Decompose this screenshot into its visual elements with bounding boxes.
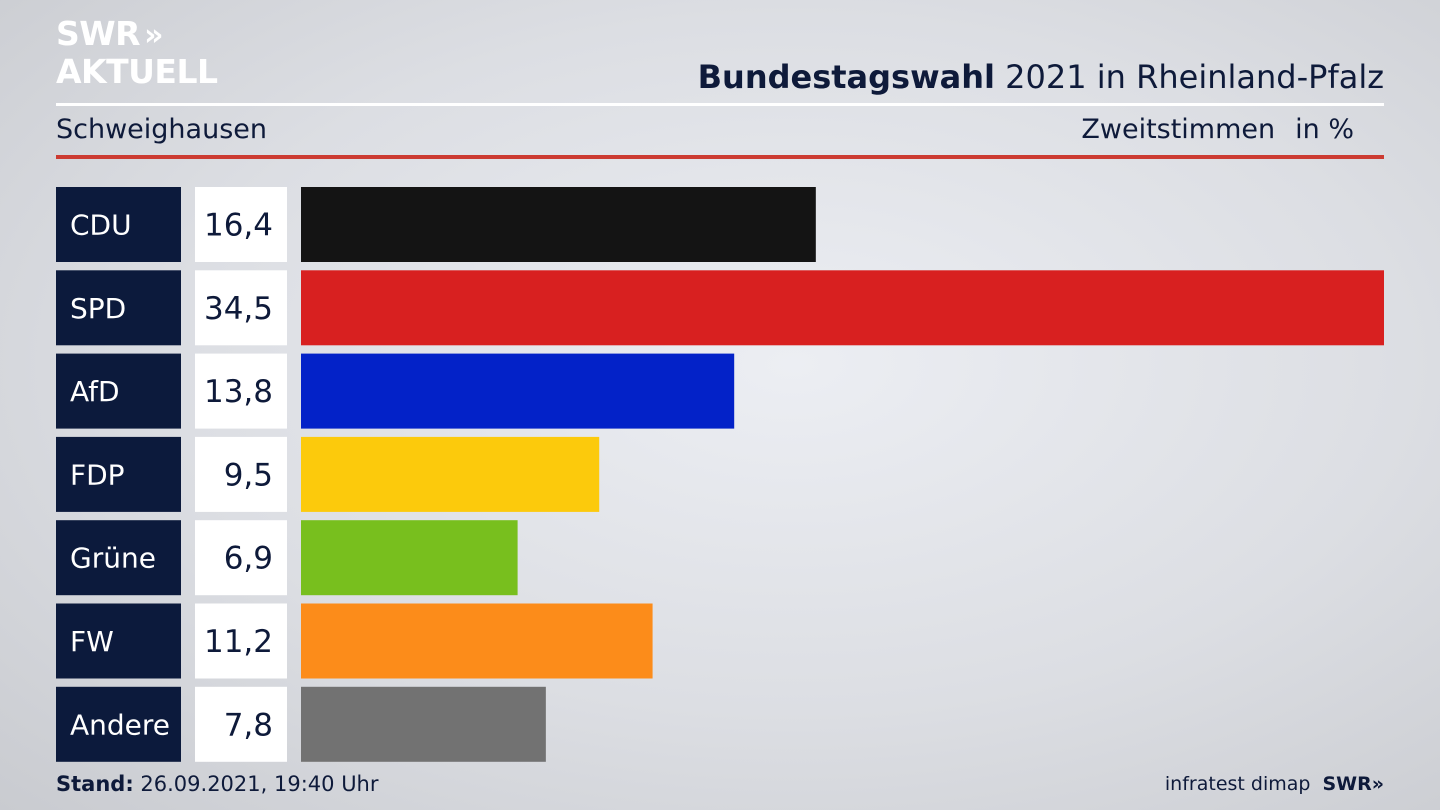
measure-text: Zweitstimmen — [1081, 114, 1276, 145]
swr-aktuell-logo: SWR» AKTUELL — [56, 16, 218, 90]
bar-row-cdu: CDU 16,4 — [56, 187, 816, 262]
stand-value: 26.09.2021, 19:40 Uhr — [140, 772, 379, 796]
bar-spd — [301, 270, 1384, 346]
party-label-box — [56, 520, 181, 596]
party-label: FDP — [70, 458, 125, 491]
bar-afd — [301, 353, 735, 429]
logo-line-aktuell: AKTUELL — [56, 52, 218, 91]
party-label-box — [56, 270, 181, 346]
bar-cdu — [301, 187, 816, 262]
value-label: 13,8 — [204, 374, 273, 410]
bar-fdp — [301, 436, 600, 512]
bar-row-andere: Andere 7,8 — [56, 686, 546, 762]
value-box — [195, 603, 287, 679]
bar-row-fw: FW 11,2 — [56, 603, 653, 679]
timestamp: Stand: 26.09.2021, 19:40 Uhr — [56, 772, 379, 796]
bar-row-fdp: FDP 9,5 — [56, 436, 600, 512]
value-box — [195, 436, 287, 512]
bar-andere — [301, 686, 546, 762]
source-credit: infratest dimap SWR» — [1165, 773, 1384, 795]
source-text: infratest dimap — [1164, 773, 1311, 795]
party-label-box — [56, 436, 181, 512]
title-rest: 2021 in Rheinland-Pfalz — [1005, 58, 1384, 96]
party-label-box — [56, 686, 181, 762]
measure-label: Zweitstimmen in % — [1081, 114, 1354, 145]
chart-title: Bundestagswahl 2021 in Rheinland-Pfalz — [698, 58, 1384, 96]
value-label: 11,2 — [204, 624, 273, 660]
party-label-box — [56, 353, 181, 429]
party-label: AfD — [70, 375, 120, 408]
header-divider — [56, 103, 1384, 106]
party-label: SPD — [70, 292, 126, 325]
bar-row-spd: SPD 34,5 — [56, 270, 1384, 346]
party-label: Andere — [70, 708, 170, 741]
value-label: 9,5 — [224, 457, 273, 493]
party-label: Grüne — [70, 542, 156, 575]
value-box — [195, 353, 287, 429]
value-label: 7,8 — [224, 707, 273, 743]
accent-divider — [56, 155, 1384, 159]
value-label: 16,4 — [204, 208, 273, 244]
bar-gr-ne — [301, 520, 518, 596]
value-label: 34,5 — [204, 291, 273, 327]
value-box — [195, 686, 287, 762]
party-label: CDU — [70, 209, 132, 242]
party-label-box — [56, 187, 181, 262]
title-bold: Bundestagswahl — [697, 58, 995, 96]
stand-label: Stand: — [56, 772, 134, 796]
unit-text: in % — [1295, 114, 1354, 145]
value-label: 6,9 — [224, 541, 273, 577]
value-box — [195, 187, 287, 262]
party-label-box — [56, 603, 181, 679]
bar-fw — [301, 603, 653, 679]
party-label: FW — [70, 625, 114, 658]
bar-row-afd: AfD 13,8 — [56, 353, 735, 429]
value-box — [195, 520, 287, 596]
logo-line-swr: SWR» — [56, 14, 164, 54]
bar-row-gr-ne: Grüne 6,9 — [56, 520, 518, 596]
value-box — [195, 270, 287, 346]
location-label: Schweighausen — [56, 114, 267, 145]
swr-footer-logo: SWR» — [1322, 773, 1384, 795]
